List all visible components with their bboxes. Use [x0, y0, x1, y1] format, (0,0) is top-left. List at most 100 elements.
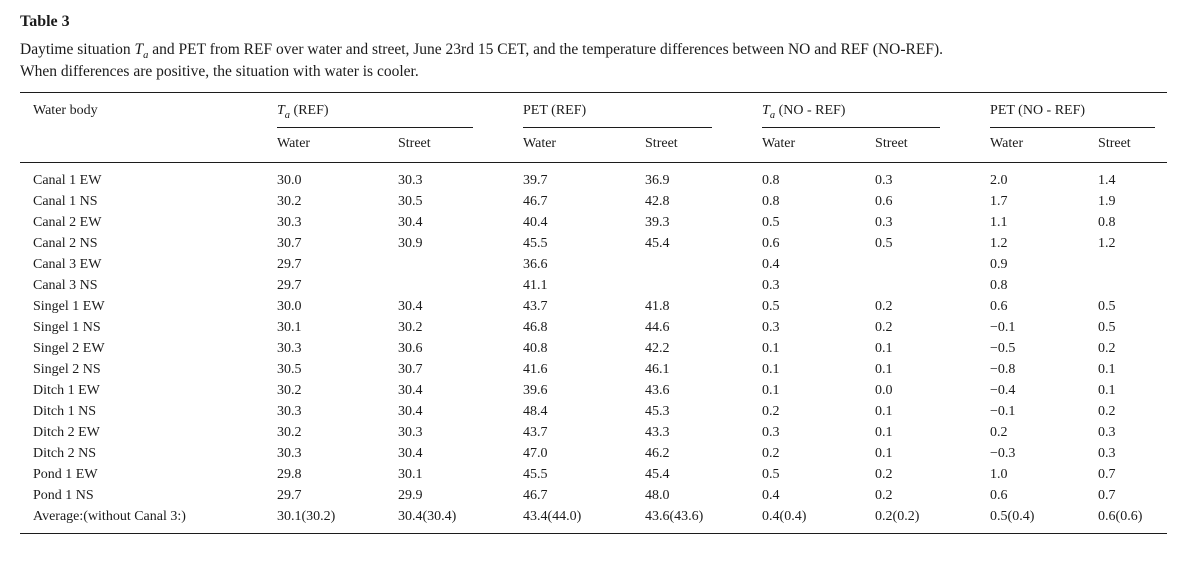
value-cell: 40.4: [523, 215, 548, 230]
value-cell: 0.1: [762, 383, 780, 398]
table-row: Canal 2 NS 30.7 30.9 45.5 45.4 0.6 0.5 1.2 1.2: [20, 233, 1167, 254]
value-cell: 0.2(0.2): [875, 509, 920, 524]
group-label-text: PET (REF): [523, 103, 587, 118]
value-cell: 0.1: [875, 425, 893, 440]
table-row: Singel 2 NS 30.5 30.7 41.6 46.1 0.1 0.1 −0.8 0.1: [20, 359, 1167, 380]
value-cell: 0.6(0.6): [1098, 509, 1143, 524]
caption-text: Daytime situation: [20, 41, 135, 58]
value-cell: 1.1: [990, 215, 1008, 230]
value-cell: 1.9: [1098, 194, 1116, 209]
value-cell: [645, 275, 762, 296]
value-cell: 0.2: [875, 467, 893, 482]
table-row: Ditch 1 NS 30.3 30.4 48.4 45.3 0.2 0.1 −0.1 0.2: [20, 401, 1167, 422]
value-cell: 30.4: [398, 446, 423, 461]
column-subheader-street: Street: [1098, 128, 1168, 163]
value-cell: 43.6(43.6): [645, 509, 704, 524]
value-cell: 29.7: [277, 257, 302, 272]
row-label: Singel 2 EW: [33, 341, 105, 356]
value-cell: 29.9: [398, 488, 423, 503]
value-cell: 30.7: [277, 236, 302, 251]
row-label: Pond 1 EW: [33, 467, 98, 482]
value-cell: 41.6: [523, 362, 548, 377]
column-group-pet-ref: PET (REF): [523, 93, 762, 128]
value-cell: 0.3: [1098, 425, 1116, 440]
row-label: Singel 2 NS: [33, 362, 101, 377]
value-cell: 30.3: [277, 446, 302, 461]
value-cell: 30.7: [398, 362, 423, 377]
value-cell: 1.7: [990, 194, 1008, 209]
row-label: Ditch 2 EW: [33, 425, 100, 440]
value-cell: [875, 254, 990, 275]
table-row: Ditch 2 NS 30.3 30.4 47.0 46.2 0.2 0.1 −0.3 0.3: [20, 443, 1167, 464]
value-cell: 1.2: [1098, 236, 1116, 251]
column-subheader-water: Water: [277, 128, 398, 163]
value-cell: 2.0: [990, 173, 1008, 188]
value-cell: 0.4: [762, 257, 780, 272]
value-cell: 30.3: [398, 425, 423, 440]
column-group-label: Ta (NO - REF): [762, 103, 941, 128]
value-cell: 0.3: [762, 278, 780, 293]
table-row: Canal 2 EW 30.3 30.4 40.4 39.3 0.5 0.3 1.1 0.8: [20, 212, 1167, 233]
group-label-text: (NO - REF): [775, 103, 846, 118]
value-cell: 30.9: [398, 236, 423, 251]
value-cell: 46.8: [523, 320, 548, 335]
value-cell: 0.2: [875, 488, 893, 503]
value-cell: −0.3: [990, 446, 1016, 461]
value-cell: −0.5: [990, 341, 1016, 356]
value-cell: 30.2: [277, 383, 302, 398]
value-cell: 0.0: [875, 383, 893, 398]
value-cell: 0.2: [875, 299, 893, 314]
value-cell: 45.4: [645, 467, 670, 482]
value-cell: [398, 275, 523, 296]
value-cell: 1.2: [990, 236, 1008, 251]
value-cell: 43.7: [523, 425, 548, 440]
value-cell: 0.8: [1098, 215, 1116, 230]
column-header-water-body: Water body: [20, 92, 277, 163]
table-row: Pond 1 NS 29.7 29.9 46.7 48.0 0.4 0.2 0.6 0.7: [20, 485, 1167, 506]
value-cell: 44.6: [645, 320, 670, 335]
value-cell: 30.2: [277, 425, 302, 440]
column-group-ta-no-ref: Ta (NO - REF): [762, 93, 990, 128]
row-label: Canal 1 EW: [33, 173, 102, 188]
value-cell: 0.4: [762, 488, 780, 503]
value-cell: 29.8: [277, 467, 302, 482]
value-cell: 41.1: [523, 278, 548, 293]
value-cell: 46.7: [523, 194, 548, 209]
caption-text: and PET from REF over water and street, …: [148, 41, 943, 58]
row-label: Ditch 2 NS: [33, 446, 96, 461]
value-cell: 46.1: [645, 362, 670, 377]
row-label: Canal 3 NS: [33, 278, 98, 293]
value-cell: 30.4: [398, 299, 423, 314]
value-cell: 1.0: [990, 467, 1008, 482]
value-cell: 30.5: [277, 362, 302, 377]
value-cell: 0.5(0.4): [990, 509, 1035, 524]
value-cell: 30.0: [277, 173, 302, 188]
value-cell: 0.3: [875, 173, 893, 188]
value-cell: 45.3: [645, 404, 670, 419]
table-row: Average:(without Canal 3:) 30.1(30.2) 30.4…: [20, 506, 1167, 534]
table-body: Canal 1 EW 30.0 30.3 39.7 36.9 0.8 0.3 2.0 1.4 Ca…: [20, 163, 1167, 534]
value-cell: 36.9: [645, 173, 670, 188]
row-label: Canal 3 EW: [33, 257, 102, 272]
ta-symbol: T: [762, 103, 770, 118]
value-cell: 0.1: [762, 362, 780, 377]
value-cell: 45.5: [523, 467, 548, 482]
value-cell: 30.3: [277, 215, 302, 230]
column-subheader-street: Street: [645, 128, 763, 163]
value-cell: 0.2: [762, 404, 780, 419]
value-cell: 30.4: [398, 404, 423, 419]
value-cell: 29.7: [277, 278, 302, 293]
value-cell: 45.4: [645, 236, 670, 251]
value-cell: 30.2: [398, 320, 423, 335]
table-row: Canal 1 EW 30.0 30.3 39.7 36.9 0.8 0.3 2.0 1.4: [20, 163, 1167, 192]
value-cell: 39.7: [523, 173, 548, 188]
value-cell: 47.0: [523, 446, 548, 461]
value-cell: 29.7: [277, 488, 302, 503]
value-cell: 43.7: [523, 299, 548, 314]
value-cell: 30.1: [398, 467, 423, 482]
row-label: Ditch 1 NS: [33, 404, 96, 419]
ta-symbol-subscript: a: [143, 50, 149, 62]
value-cell: 0.3: [875, 215, 893, 230]
group-label-text: (REF): [290, 103, 329, 118]
value-cell: 0.1: [1098, 362, 1116, 377]
